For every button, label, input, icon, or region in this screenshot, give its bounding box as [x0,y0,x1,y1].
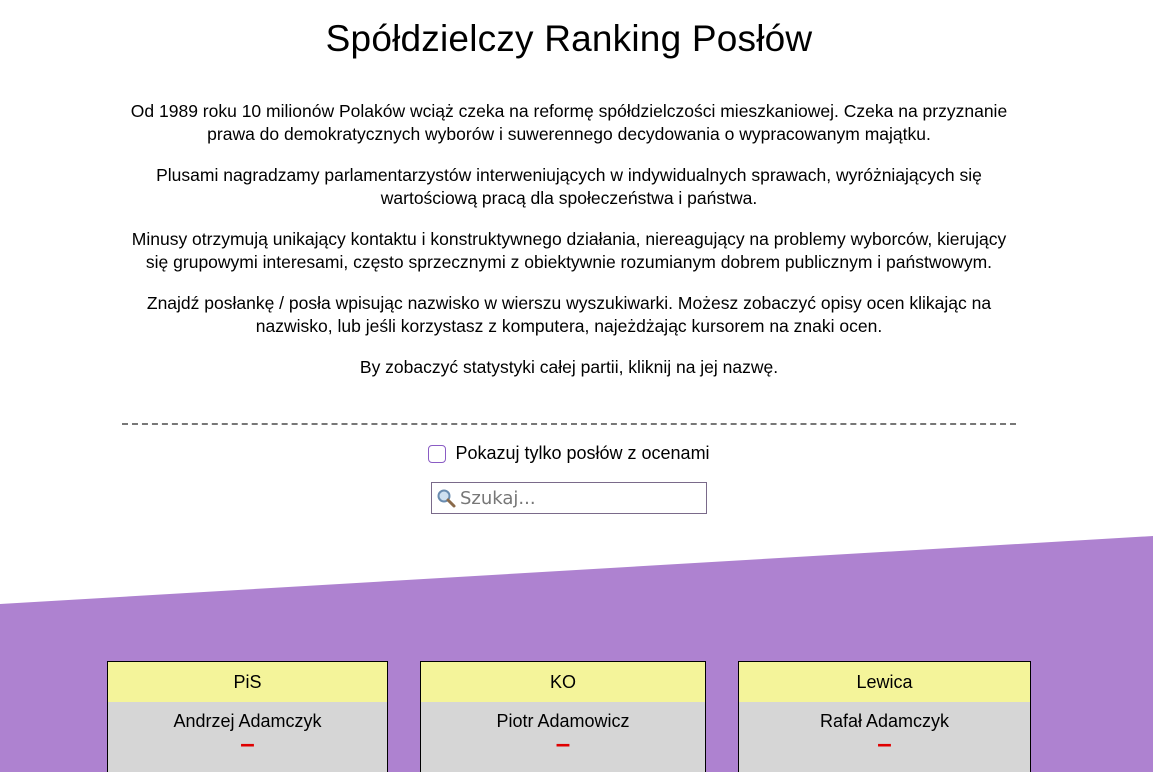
search-icon [437,489,456,508]
dashed-divider [122,423,1016,425]
mp-name-link[interactable]: Andrzej Adamczyk [173,711,322,731]
rated-only-label: Pokazuj tylko posłów z ocenami [455,443,710,463]
search-input[interactable] [458,487,700,509]
party-name-link[interactable]: KO [421,662,705,702]
page-title: Spółdzielczy Ranking Posłów [325,18,813,59]
intro-paragraph-pluses: Plusami nagradzamy parlamentarzystów int… [156,165,982,208]
minus-rating[interactable]: – [240,728,255,758]
party-name-link[interactable]: Lewica [739,662,1030,702]
rated-only-checkbox[interactable] [428,444,447,463]
minus-rating[interactable]: – [877,728,892,758]
party-name-link[interactable]: PiS [108,662,387,702]
intro-text: Od 1989 roku 10 milionów Polaków wciąż c… [120,100,1018,397]
rated-only-filter[interactable]: Pokazuj tylko posłów z ocenami [0,443,1138,464]
minus-rating[interactable]: – [555,728,571,758]
intro-paragraph-search-help: Znajdź posłankę / posła wpisując nazwisk… [146,293,992,336]
mp-card: PiS Andrzej Adamczyk – [107,661,388,772]
intro-paragraph-minuses: Minusy otrzymują unikający kontaktu i ko… [131,229,1007,272]
mp-name-link[interactable]: Piotr Adamowicz [496,711,630,731]
mp-card: Lewica Rafał Adamczyk – [738,661,1031,772]
intro-paragraph-party-stats: By zobaczyć statystyki całej partii, kli… [359,357,779,377]
mp-card: KO Piotr Adamowicz – [420,661,706,772]
intro-paragraph-reform: Od 1989 roku 10 milionów Polaków wciąż c… [130,101,1008,144]
search-box[interactable] [431,482,707,514]
mp-name-link[interactable]: Rafał Adamczyk [819,711,950,731]
